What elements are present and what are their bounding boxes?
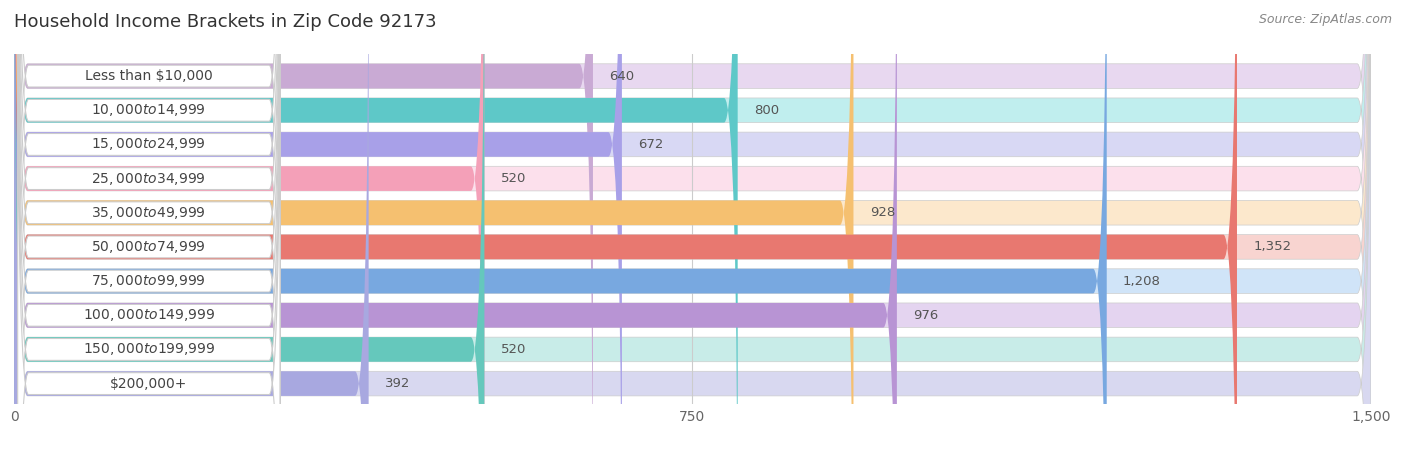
FancyBboxPatch shape <box>14 0 1371 449</box>
Text: 392: 392 <box>385 377 411 390</box>
Text: $150,000 to $199,999: $150,000 to $199,999 <box>83 341 215 357</box>
FancyBboxPatch shape <box>14 0 853 449</box>
FancyBboxPatch shape <box>18 0 280 449</box>
Text: 520: 520 <box>501 343 526 356</box>
FancyBboxPatch shape <box>18 0 280 449</box>
Text: $100,000 to $149,999: $100,000 to $149,999 <box>83 307 215 323</box>
Text: 800: 800 <box>754 104 779 117</box>
FancyBboxPatch shape <box>18 0 280 449</box>
FancyBboxPatch shape <box>18 0 280 449</box>
Text: $75,000 to $99,999: $75,000 to $99,999 <box>91 273 207 289</box>
FancyBboxPatch shape <box>14 0 1371 449</box>
Text: 640: 640 <box>609 70 634 83</box>
FancyBboxPatch shape <box>18 0 280 449</box>
Text: Less than $10,000: Less than $10,000 <box>84 69 212 83</box>
Text: 976: 976 <box>912 309 938 322</box>
FancyBboxPatch shape <box>14 0 1371 449</box>
Text: $10,000 to $14,999: $10,000 to $14,999 <box>91 102 207 118</box>
FancyBboxPatch shape <box>18 0 280 449</box>
FancyBboxPatch shape <box>14 0 1371 449</box>
FancyBboxPatch shape <box>14 0 897 449</box>
FancyBboxPatch shape <box>18 0 280 449</box>
FancyBboxPatch shape <box>14 0 1371 449</box>
FancyBboxPatch shape <box>14 0 1237 449</box>
FancyBboxPatch shape <box>14 0 1371 449</box>
Text: 928: 928 <box>870 206 896 219</box>
FancyBboxPatch shape <box>14 0 485 449</box>
FancyBboxPatch shape <box>14 0 368 449</box>
Text: $50,000 to $74,999: $50,000 to $74,999 <box>91 239 207 255</box>
Text: 1,352: 1,352 <box>1253 240 1291 253</box>
FancyBboxPatch shape <box>14 0 1371 449</box>
FancyBboxPatch shape <box>14 0 593 449</box>
FancyBboxPatch shape <box>14 0 1371 449</box>
Text: Household Income Brackets in Zip Code 92173: Household Income Brackets in Zip Code 92… <box>14 13 437 31</box>
Text: Source: ZipAtlas.com: Source: ZipAtlas.com <box>1258 13 1392 26</box>
Text: 1,208: 1,208 <box>1123 275 1161 288</box>
FancyBboxPatch shape <box>18 0 280 449</box>
Text: $35,000 to $49,999: $35,000 to $49,999 <box>91 205 207 221</box>
FancyBboxPatch shape <box>14 0 1371 449</box>
Text: $200,000+: $200,000+ <box>110 377 187 391</box>
Text: $25,000 to $34,999: $25,000 to $34,999 <box>91 171 207 187</box>
Text: $15,000 to $24,999: $15,000 to $24,999 <box>91 136 207 152</box>
FancyBboxPatch shape <box>14 0 1371 449</box>
Text: 520: 520 <box>501 172 526 185</box>
FancyBboxPatch shape <box>14 0 621 449</box>
FancyBboxPatch shape <box>14 0 485 449</box>
FancyBboxPatch shape <box>14 0 738 449</box>
FancyBboxPatch shape <box>18 0 280 449</box>
FancyBboxPatch shape <box>14 0 1107 449</box>
Text: 672: 672 <box>638 138 664 151</box>
FancyBboxPatch shape <box>18 0 280 449</box>
